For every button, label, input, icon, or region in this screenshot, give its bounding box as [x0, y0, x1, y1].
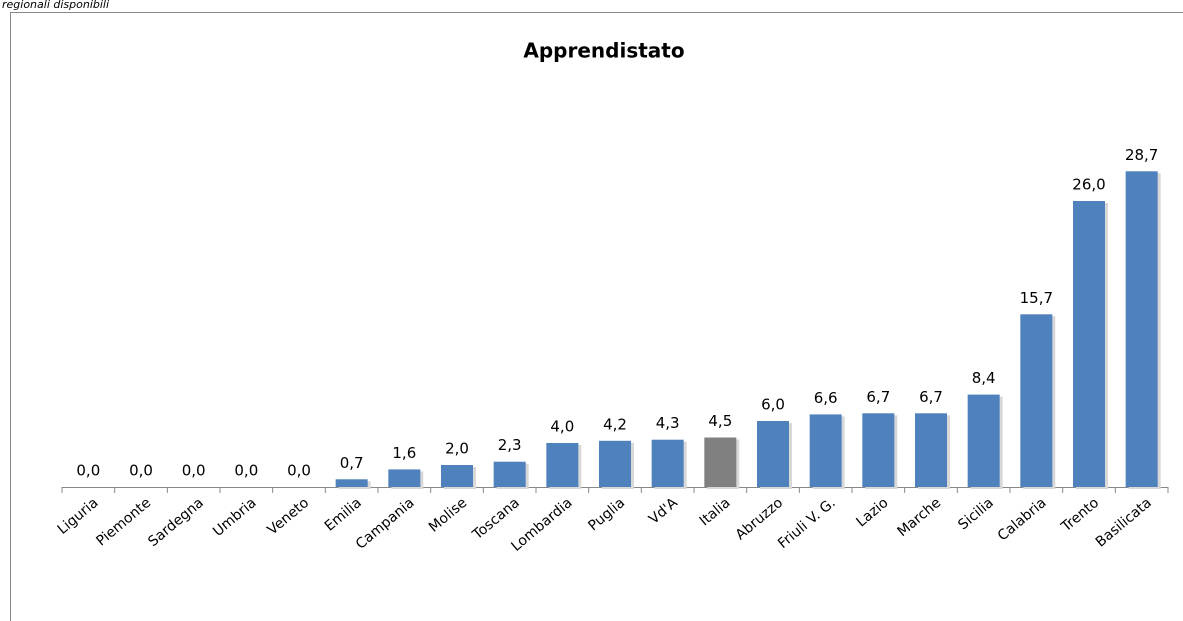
bar: [441, 465, 473, 487]
chart-border: [10, 12, 1183, 621]
value-label: 6,7: [919, 388, 943, 406]
bar: [651, 439, 684, 487]
bar: [335, 479, 368, 487]
x-tick-label: Emilia: [322, 495, 365, 535]
x-tick-label: Calabria: [995, 495, 1050, 544]
x-tick-label: Vd'A: [646, 495, 681, 528]
value-label: 6,7: [866, 388, 890, 406]
bar: [1020, 314, 1053, 487]
bar: [862, 413, 895, 487]
x-tick-label: Friuli V. G.: [775, 495, 839, 552]
caption: regionali disponibili: [2, 0, 109, 11]
value-label: 8,4: [972, 369, 996, 387]
bar: [809, 414, 842, 487]
bar: [599, 440, 631, 487]
x-tick-label: Italia: [697, 495, 734, 529]
x-tick-label: Umbria: [210, 495, 259, 540]
value-label: 4,0: [550, 418, 574, 436]
value-label: 4,2: [603, 415, 627, 433]
value-label: 1,6: [392, 444, 416, 462]
value-label: 4,5: [708, 412, 732, 430]
bar: [967, 394, 1000, 487]
x-tick-label: Sicilia: [955, 495, 996, 533]
value-label: 2,0: [445, 440, 469, 458]
bar: [1073, 201, 1105, 487]
value-label: 0,0: [129, 462, 153, 480]
x-tick-label: Veneto: [265, 495, 313, 539]
x-tick-label: Piemonte: [93, 495, 154, 550]
bar: [493, 461, 526, 487]
x-tick-label: Puglia: [585, 495, 628, 534]
x-tick-label: Molise: [426, 495, 470, 536]
bar: [915, 413, 947, 487]
value-label: 0,7: [340, 454, 364, 472]
value-label: 6,6: [814, 389, 838, 407]
bar: [704, 437, 737, 487]
bar: [1125, 171, 1158, 488]
value-label: 26,0: [1072, 176, 1105, 194]
value-label: 2,3: [498, 436, 522, 454]
bar: [757, 421, 789, 487]
value-label: 4,3: [656, 414, 680, 432]
bar: [388, 469, 421, 487]
value-label: 28,7: [1125, 146, 1158, 164]
x-tick-label: Lazio: [853, 495, 891, 531]
x-tick-label: Liguria: [55, 495, 102, 538]
value-label: 15,7: [1020, 289, 1053, 307]
value-label: 0,0: [182, 462, 206, 480]
value-label: 0,0: [234, 462, 258, 480]
value-label: 0,0: [287, 462, 311, 480]
value-label: 6,0: [761, 396, 785, 414]
x-tick-label: Campania: [353, 495, 418, 553]
x-tick-label: Marche: [895, 495, 945, 540]
chart-title: Apprendistato: [523, 39, 684, 63]
bar: [546, 443, 579, 487]
value-label: 0,0: [76, 462, 100, 480]
x-tick-label: Trento: [1058, 495, 1102, 536]
x-tick-label: Basilicata: [1093, 495, 1155, 551]
x-tick-label: Sardegna: [145, 495, 206, 550]
